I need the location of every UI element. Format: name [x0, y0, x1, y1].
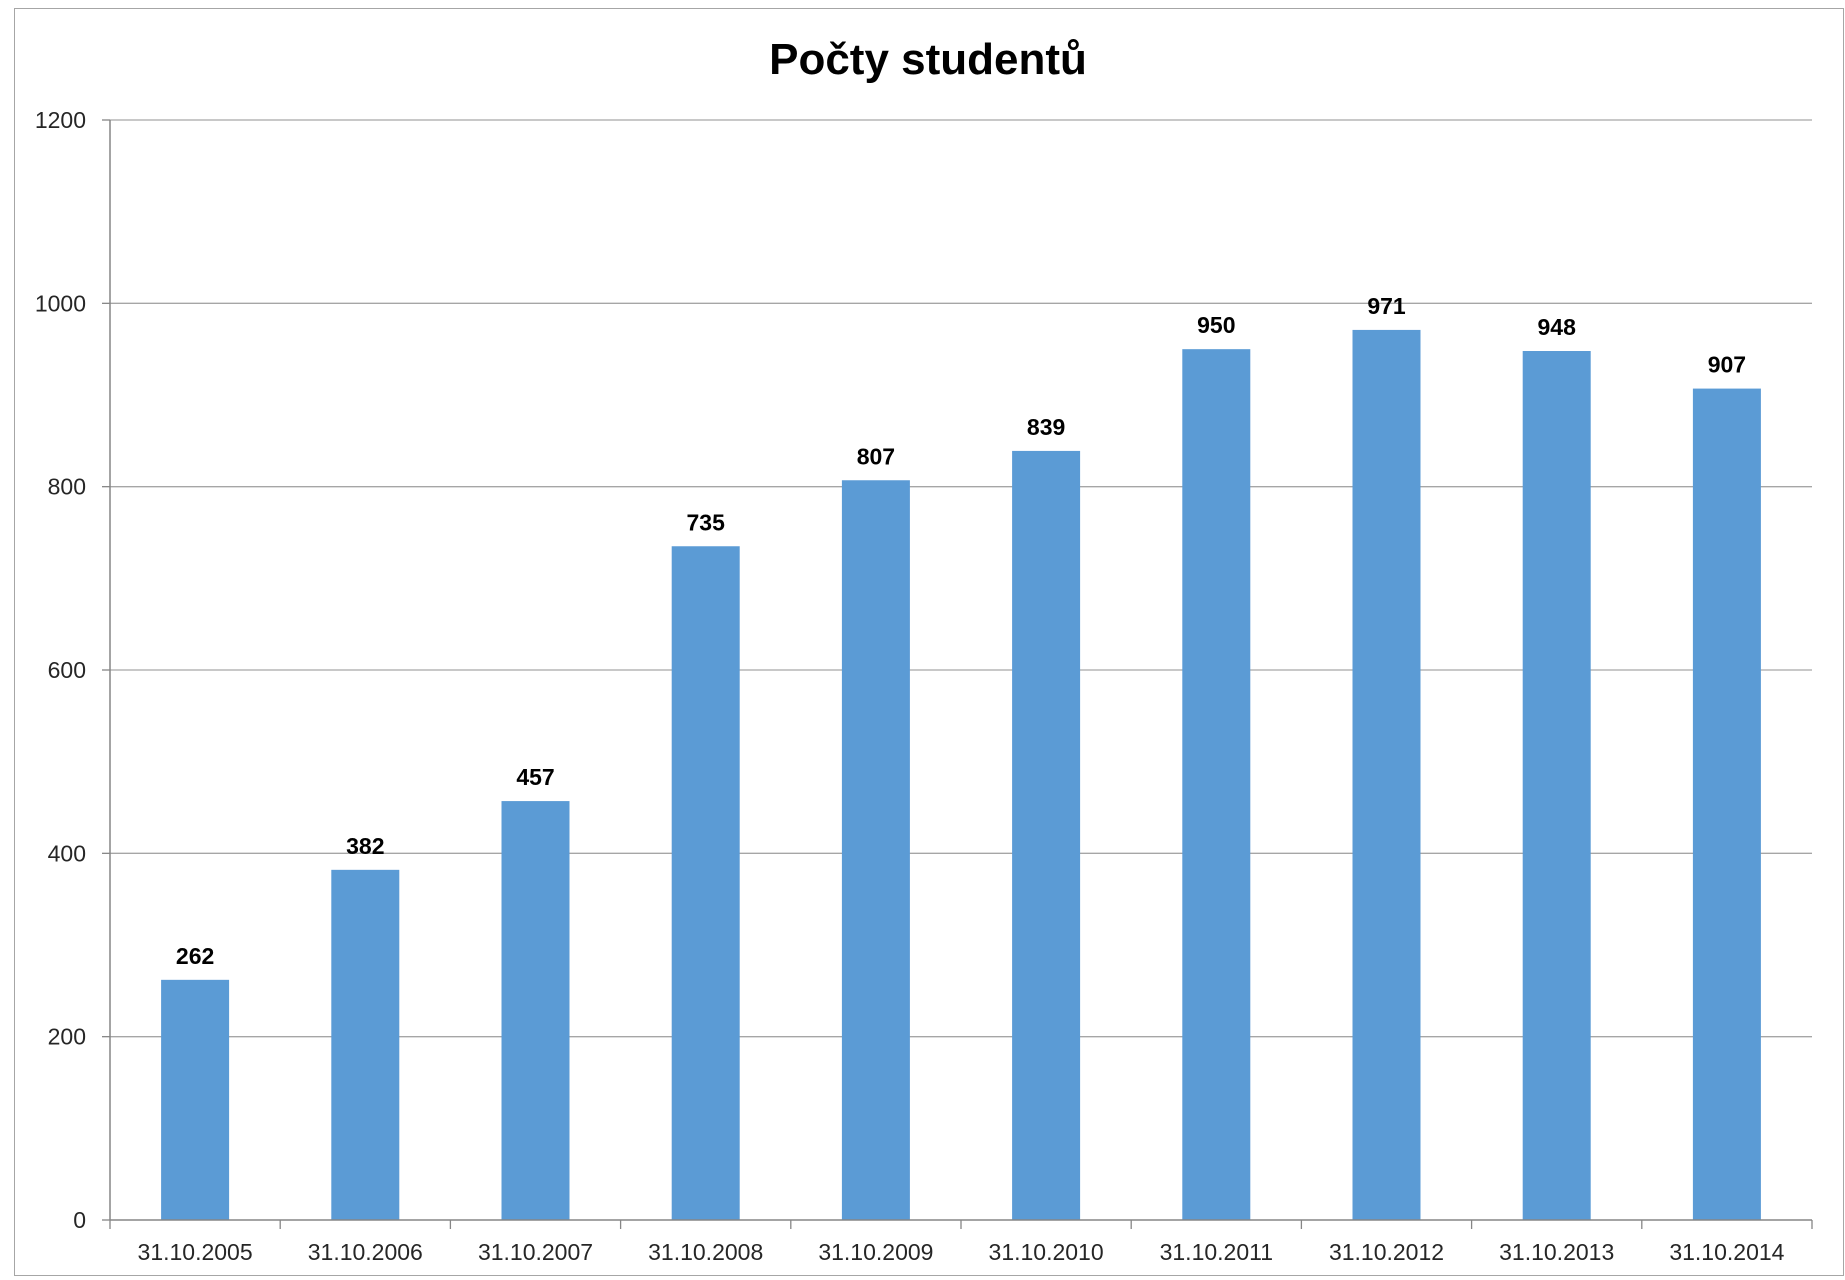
- chart-title: Počty studentů: [769, 35, 1087, 84]
- y-tick-label: 400: [48, 840, 86, 866]
- bar: [1692, 388, 1761, 1220]
- data-label: 971: [1367, 293, 1406, 319]
- data-label: 262: [176, 943, 214, 969]
- y-tick-label: 200: [48, 1024, 86, 1050]
- y-tick-label: 1200: [35, 107, 86, 133]
- x-tick-label: 31.10.2010: [989, 1239, 1104, 1265]
- bars: [161, 329, 1761, 1221]
- bar: [501, 801, 570, 1220]
- bar: [1012, 450, 1081, 1221]
- x-tick-label: 31.10.2007: [478, 1239, 593, 1265]
- x-tick-label: 31.10.2014: [1669, 1239, 1784, 1265]
- x-tick-label: 31.10.2006: [308, 1239, 423, 1265]
- x-tick-label: 31.10.2012: [1329, 1239, 1444, 1265]
- x-tick-label: 31.10.2011: [1160, 1239, 1273, 1265]
- y-tick-label: 600: [48, 657, 86, 683]
- data-label: 948: [1538, 314, 1577, 340]
- bar: [841, 480, 910, 1220]
- data-label: 382: [346, 833, 384, 859]
- data-label: 807: [857, 443, 895, 469]
- y-tick-label: 800: [48, 474, 86, 500]
- labels: 0 200 400 600 800 1000 1200 262 31.10.2005 382 31.…: [35, 107, 1785, 1265]
- axes: [102, 119, 1813, 1229]
- y-tick-label: 0: [73, 1207, 86, 1233]
- bar: [1352, 329, 1421, 1221]
- x-tick-label: 31.10.2005: [138, 1239, 253, 1265]
- x-tick-label: 31.10.2008: [648, 1239, 763, 1265]
- data-label: 457: [516, 764, 554, 790]
- data-label: 839: [1027, 414, 1065, 440]
- data-label: 735: [687, 509, 726, 535]
- y-tick-label: 1000: [35, 290, 86, 316]
- x-tick-label: 31.10.2009: [818, 1239, 933, 1265]
- data-label: 950: [1197, 312, 1235, 338]
- data-label: 907: [1708, 352, 1746, 378]
- bar: [331, 869, 400, 1220]
- bar: [161, 979, 230, 1220]
- bar: [671, 546, 740, 1220]
- x-tick-label: 31.10.2013: [1499, 1239, 1614, 1265]
- bar: [1522, 351, 1591, 1220]
- bar: [1182, 349, 1251, 1221]
